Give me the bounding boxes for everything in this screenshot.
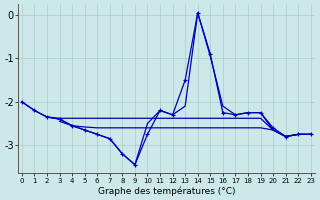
X-axis label: Graphe des températures (°C): Graphe des températures (°C) [98,186,235,196]
